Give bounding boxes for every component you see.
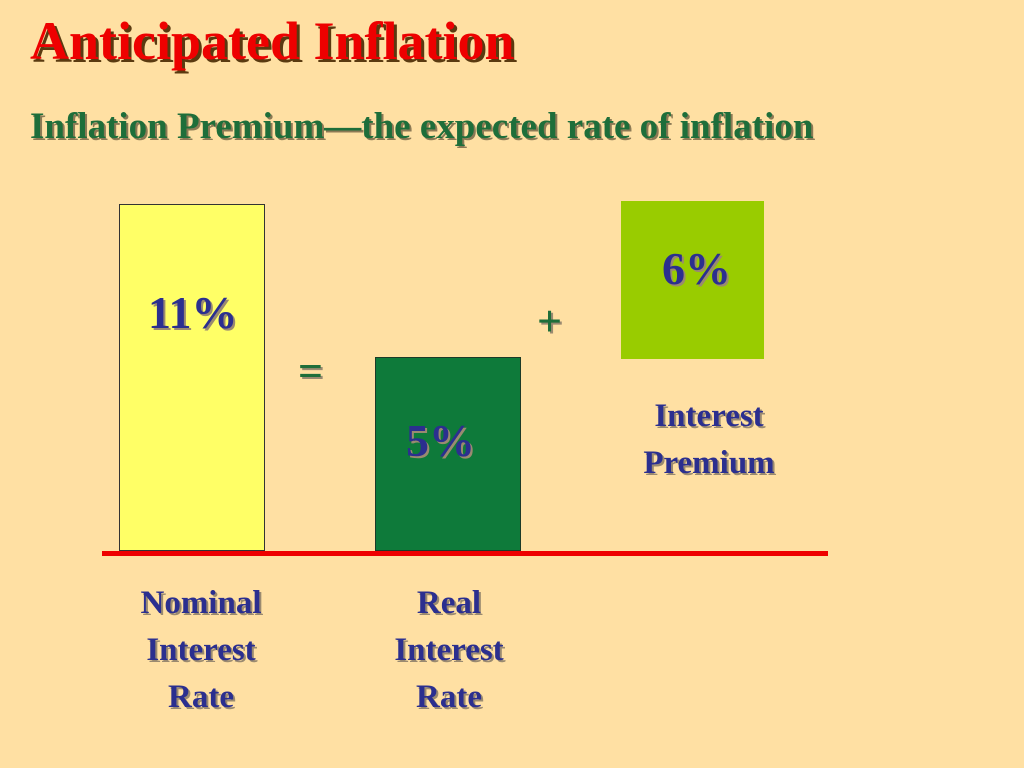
slide-subtitle: Inflation Premium—the expected rate of i… bbox=[30, 106, 814, 147]
inflation-premium-box bbox=[621, 201, 764, 359]
nominal-rate-label-line: Interest bbox=[146, 632, 256, 668]
nominal-rate-value: 11% bbox=[148, 287, 238, 338]
baseline bbox=[102, 551, 828, 556]
nominal-rate-label-line: Nominal bbox=[140, 585, 262, 621]
plus-sign: + bbox=[537, 297, 563, 346]
inflation-premium-label-line: Interest bbox=[654, 398, 764, 434]
equals-sign: = bbox=[298, 347, 324, 396]
inflation-premium-label-line: Premium bbox=[643, 445, 775, 481]
nominal-rate-label-line: Rate bbox=[168, 679, 234, 715]
inflation-premium-label: Interest Premium bbox=[604, 393, 814, 487]
real-rate-label-line: Real bbox=[416, 585, 482, 621]
real-rate-label-line: Interest bbox=[394, 632, 504, 668]
nominal-rate-label: Nominal Interest Rate bbox=[110, 580, 292, 721]
nominal-rate-bar bbox=[119, 204, 265, 551]
real-rate-label: Real Interest Rate bbox=[360, 580, 538, 721]
real-rate-bar bbox=[375, 357, 521, 551]
slide-title: Anticipated Inflation bbox=[30, 11, 515, 71]
real-rate-value: 5% bbox=[406, 415, 475, 466]
inflation-premium-value: 6% bbox=[662, 243, 731, 294]
real-rate-label-line: Rate bbox=[416, 679, 482, 715]
